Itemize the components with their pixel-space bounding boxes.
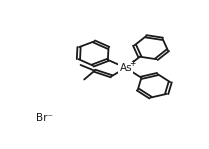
Text: +: + <box>129 59 136 68</box>
Text: As: As <box>119 63 132 73</box>
Text: Br⁻: Br⁻ <box>36 113 53 123</box>
